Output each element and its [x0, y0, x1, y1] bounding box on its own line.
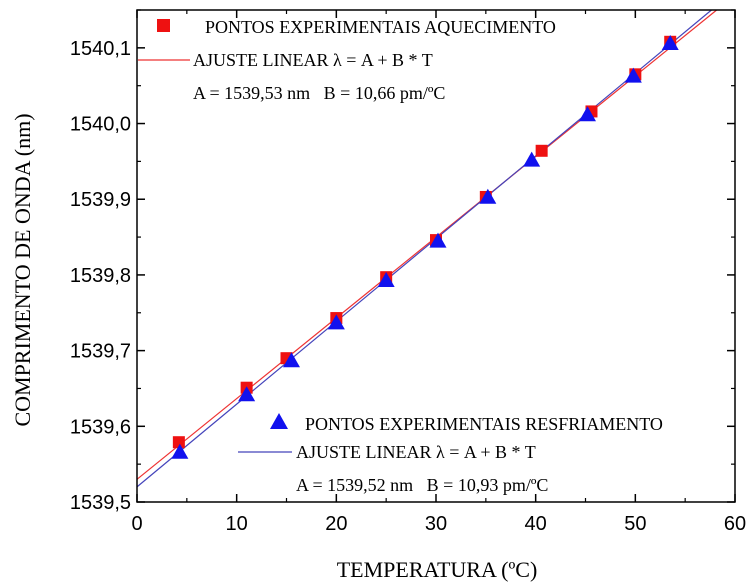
- cooling-point: [327, 314, 345, 330]
- cooling-point: [523, 151, 541, 167]
- x-tick-label: 10: [226, 513, 248, 535]
- y-tick-label: 1539,8: [70, 265, 131, 287]
- cooling-point: [624, 67, 642, 83]
- x-tick-label: 60: [724, 513, 746, 535]
- y-tick-label: 1539,5: [70, 492, 131, 514]
- x-axis-title: TEMPERATURA (ºC): [337, 557, 538, 582]
- cooling-point: [479, 188, 497, 204]
- fit-lines: [136, 9, 718, 488]
- y-tick-label: 1539,7: [70, 341, 131, 363]
- legend-heating-marker: [157, 19, 170, 32]
- y-tick-label: 1539,6: [70, 416, 131, 438]
- x-tick-label: 20: [325, 513, 347, 535]
- cooling-point: [171, 443, 189, 459]
- fit-line-heating: [136, 9, 718, 480]
- heating-point: [535, 144, 548, 157]
- y-axis: 1539,5 1539,6 1539,7 1539,8 1539,9 1540,0 1540…: [70, 9, 735, 514]
- cooling-point: [282, 352, 300, 368]
- legend-heating: PONTOS EXPERIMENTAIS AQUECIMENTO AJUSTE …: [138, 17, 556, 103]
- legend-cooling-points-label: PONTOS EXPERIMENTAIS RESFRIAMENTO: [305, 414, 663, 434]
- data-markers: [171, 35, 679, 459]
- legend-cooling-fit-params: A = 1539,52 nm B = 10,93 pm/ºC: [296, 475, 548, 495]
- heating-point: [172, 436, 185, 449]
- legend-heating-points-label: PONTOS EXPERIMENTAIS AQUECIMENTO: [205, 17, 556, 37]
- x-tick-label: 30: [425, 513, 447, 535]
- cooling-point: [238, 386, 256, 402]
- y-tick-label: 1539,9: [70, 189, 131, 211]
- y-axis-title: COMPRIMENTO DE ONDA (nm): [10, 113, 35, 426]
- cooling-point: [429, 232, 447, 248]
- cooling-point: [377, 271, 395, 287]
- fit-line-cooling: [136, 9, 712, 488]
- x-tick-label: 0: [131, 513, 142, 535]
- legend-cooling-marker: [270, 413, 288, 429]
- x-tick-label: 40: [525, 513, 547, 535]
- legend-heating-fit-params: A = 1539,53 nm B = 10,66 pm/ºC: [193, 83, 445, 103]
- x-tick-label: 50: [624, 513, 646, 535]
- legend-cooling-fit-label: AJUSTE LINEAR λ = A + B * T: [296, 442, 536, 462]
- x-axis: 0 10 20 30 40 50 60: [131, 10, 746, 535]
- legend-heating-fit-label: AJUSTE LINEAR λ = A + B * T: [193, 50, 433, 70]
- y-tick-label: 1540,0: [70, 114, 131, 136]
- cooling-point: [661, 35, 679, 51]
- y-tick-label: 1540,1: [70, 38, 131, 60]
- legend-cooling: PONTOS EXPERIMENTAIS RESFRIAMENTO AJUSTE…: [238, 413, 663, 495]
- cooling-point: [578, 106, 596, 122]
